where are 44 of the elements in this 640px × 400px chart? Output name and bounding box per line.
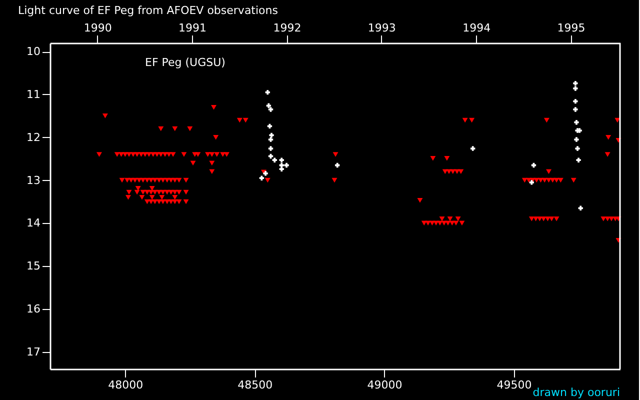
point <box>268 107 274 112</box>
y-tick-label: 12 <box>26 130 40 144</box>
x2-tick-label: 1995 <box>557 22 586 34</box>
x-tick-label: 49500 <box>496 378 532 392</box>
point <box>279 166 284 172</box>
y-tick-label: 11 <box>26 88 40 101</box>
point <box>284 162 289 168</box>
point <box>578 206 583 210</box>
y-tick-label: 15 <box>26 260 40 273</box>
y-tick-label: 17 <box>26 345 40 358</box>
y-tick-label: 14 <box>26 216 40 230</box>
point <box>573 86 578 91</box>
point <box>265 90 270 95</box>
point <box>279 158 284 162</box>
point <box>268 146 274 151</box>
chart-title: Light curve of EF Peg from AFOEV observations <box>18 4 278 17</box>
point <box>574 137 579 142</box>
point <box>334 162 340 168</box>
point <box>573 80 578 86</box>
y-tick-label: 10 <box>26 45 40 58</box>
point <box>529 180 534 185</box>
point <box>575 146 580 151</box>
y-tick-label: 13 <box>26 174 40 187</box>
x2-tick-label: 1993 <box>368 22 396 34</box>
x-tick-label: 49000 <box>367 378 402 392</box>
point <box>573 107 578 112</box>
x2-tick-label: 1990 <box>84 22 112 34</box>
point <box>576 158 581 162</box>
x-tick-label: 48000 <box>108 378 144 392</box>
point <box>269 132 274 138</box>
y-tick-label: 16 <box>26 302 40 316</box>
x2-tick-label: 1994 <box>462 22 491 34</box>
point <box>266 103 272 108</box>
point <box>259 176 264 180</box>
x2-tick-label: 1991 <box>178 22 207 34</box>
point <box>574 120 579 125</box>
text: drawn by ooruri <box>532 386 620 399</box>
point <box>268 137 274 142</box>
annotation: EF Peg (UGSU) <box>145 56 226 69</box>
point <box>470 146 476 151</box>
x2-tick-label: 1992 <box>273 22 302 34</box>
point <box>573 98 578 104</box>
x-tick-label: 48500 <box>238 378 273 392</box>
point <box>272 158 277 162</box>
